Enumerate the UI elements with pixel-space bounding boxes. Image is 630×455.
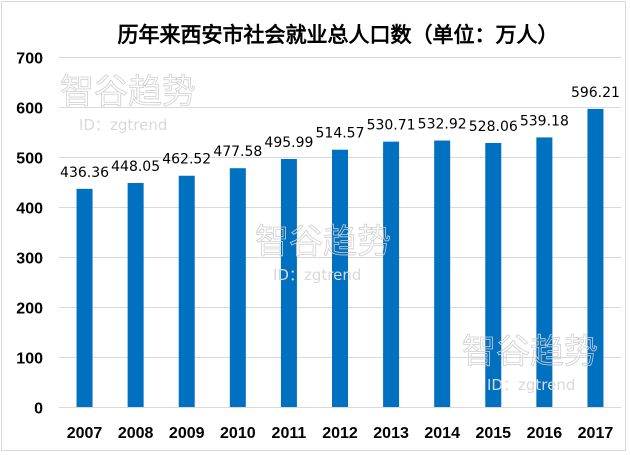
data-label: 530.71	[367, 118, 416, 134]
data-label: 596.21	[571, 85, 620, 101]
y-tick-label: 0	[34, 401, 43, 418]
y-tick-label: 300	[16, 251, 43, 268]
y-tick-label: 600	[16, 101, 43, 118]
x-axis-ticks: 2007 2008 2009 2010 2011 2012 2013 2014 2015 2016…	[67, 425, 614, 442]
y-tick-label: 200	[16, 301, 43, 318]
watermark: 智谷趋势 ID：zgtrend	[462, 332, 599, 394]
bar-2014	[434, 140, 451, 408]
watermarks: 智谷趋势 ID：zgtrend 智谷趋势 ID：zgtrend 智谷趋势 ID：…	[60, 72, 599, 394]
x-tick-label: 2012	[322, 425, 358, 442]
data-label: 495.99	[264, 135, 313, 151]
y-axis-ticks: 0 100 200 300 400 500 600 700	[16, 51, 43, 418]
data-labels: 436.36 448.05 462.52 477.58495.99514.57530.…	[60, 85, 620, 181]
watermark-id: ID：zgtrend	[79, 116, 167, 134]
data-label: 528.06	[469, 119, 518, 135]
y-tick-label: 100	[16, 351, 43, 368]
bar-2012	[332, 149, 348, 407]
bar-2009	[178, 175, 195, 407]
data-label: 448.05	[111, 159, 160, 175]
bar-2013	[383, 141, 400, 407]
x-tick-label: 2013	[373, 425, 409, 442]
data-label: 462.52	[162, 152, 211, 168]
data-label: 532.92	[418, 117, 467, 133]
watermark-id: ID：zgtrend	[487, 376, 575, 394]
bar-2011	[280, 159, 297, 407]
data-label: 514.57	[316, 126, 365, 142]
data-label: 436.36	[60, 165, 109, 181]
y-tick-label: 500	[16, 151, 43, 168]
watermark-name: 智谷趋势	[462, 332, 598, 372]
watermark: 智谷趋势 ID：zgtrend	[60, 72, 197, 134]
chart-title: 历年来西安市社会就业总人口数（单位：万人）	[117, 23, 559, 47]
data-label: 477.58	[213, 144, 262, 160]
watermark-name: 智谷趋势	[60, 72, 196, 112]
bar-2015	[485, 142, 502, 407]
data-label: 539.18	[520, 113, 569, 129]
bar-2010	[229, 168, 246, 407]
bar-2016	[536, 137, 553, 407]
watermark-id: ID：zgtrend	[273, 266, 361, 284]
watermark-name: 智谷趋势	[255, 222, 391, 262]
x-tick-label: 2016	[527, 425, 563, 442]
x-tick-label: 2017	[578, 425, 614, 442]
x-tick-label: 2014	[424, 425, 460, 442]
y-tick-label: 700	[16, 51, 43, 68]
x-tick-label: 2015	[475, 425, 511, 442]
x-tick-label: 2008	[118, 425, 154, 442]
bar-2007	[76, 188, 93, 407]
bar-2008	[127, 182, 144, 407]
x-tick-label: 2010	[220, 425, 256, 442]
y-tick-label: 400	[16, 201, 43, 218]
bars	[76, 108, 604, 408]
bar-2017	[587, 108, 604, 408]
x-tick-label: 2009	[169, 425, 205, 442]
watermark: 智谷趋势 ID：zgtrend	[255, 222, 392, 284]
x-tick-label: 2011	[272, 425, 307, 442]
x-tick-label: 2007	[67, 425, 103, 442]
